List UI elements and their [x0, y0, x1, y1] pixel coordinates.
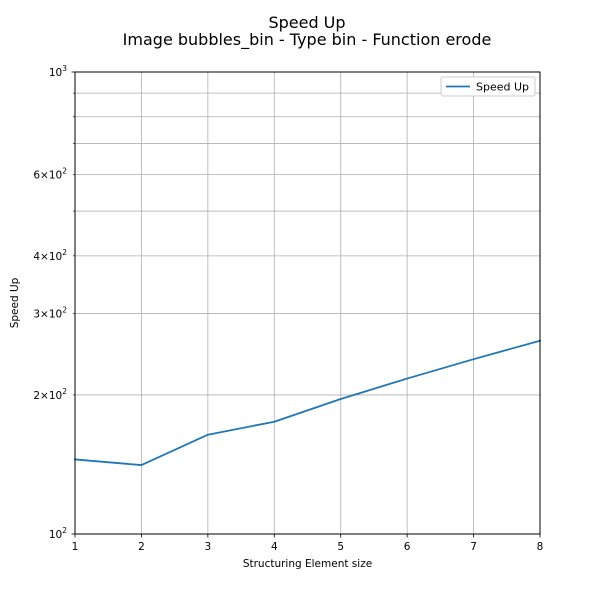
y-tick-label: 6×102 — [33, 166, 67, 181]
legend: Speed Up — [440, 76, 536, 97]
x-tick-label: 6 — [404, 541, 411, 553]
x-axis-label: Structuring Element size — [243, 558, 372, 570]
data-point — [472, 358, 475, 361]
y-tick-label: 2×102 — [33, 387, 67, 402]
chart-title: Speed Up — [268, 13, 345, 32]
chart-subtitle: Image bubbles_bin - Type bin - Function … — [123, 30, 492, 50]
x-tick-label: 8 — [537, 541, 544, 553]
x-tick-label: 4 — [271, 541, 278, 553]
x-tick-label: 3 — [205, 541, 212, 553]
x-tick-label: 7 — [470, 541, 477, 553]
axis-ticks: 1 2 3 4 5 6 7 8 102 103 2×102 3×102 4×102 6×102 — [33, 64, 543, 553]
x-tick-label: 5 — [337, 541, 344, 553]
series-layer — [74, 339, 541, 466]
data-point — [406, 377, 409, 380]
grid-lines — [74, 71, 541, 535]
legend-label-speed-up: Speed Up — [476, 81, 529, 94]
x-tick-label: 2 — [138, 541, 145, 553]
y-tick-label: 3×102 — [33, 306, 67, 321]
data-point — [339, 398, 342, 400]
data-point — [206, 433, 209, 436]
y-tick-label: 102 — [49, 526, 67, 541]
legend-box — [440, 76, 536, 97]
y-axis-label: Speed Up — [9, 277, 21, 328]
data-point — [140, 464, 143, 466]
data-point — [273, 420, 276, 423]
y-tick-label: 4×102 — [33, 248, 67, 263]
y-tick-label: 103 — [49, 64, 67, 79]
series-line-speed-up — [74, 339, 541, 466]
x-tick-label: 1 — [72, 541, 79, 553]
plot-frame — [74, 71, 541, 535]
